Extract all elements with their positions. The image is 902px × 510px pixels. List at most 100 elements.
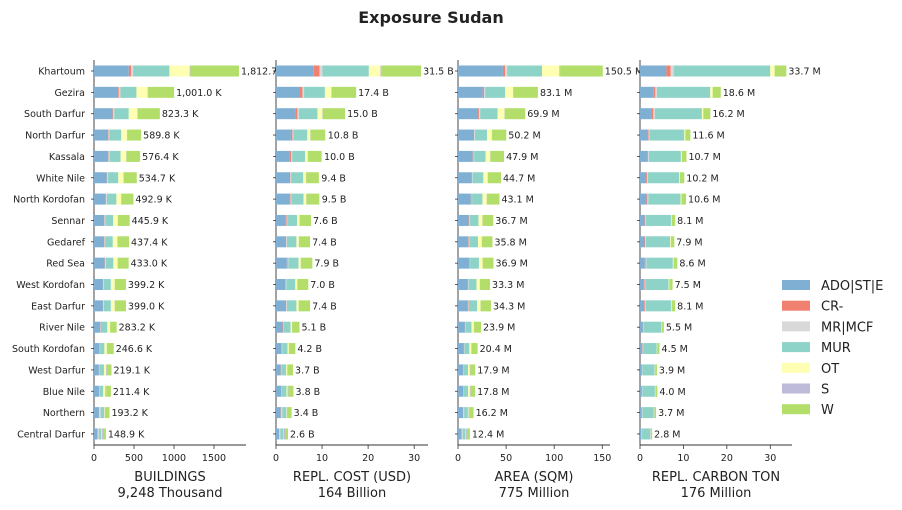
bar-segment-ot bbox=[169, 65, 190, 77]
data-label: 2.6 B bbox=[290, 429, 315, 440]
bar-segment-ot bbox=[483, 172, 488, 184]
data-label: 34.3 M bbox=[493, 301, 525, 312]
bar-segment-ado-st-e bbox=[458, 300, 468, 312]
bar-segment-mr-mcf bbox=[130, 65, 134, 77]
bar-segment-mur bbox=[105, 236, 113, 248]
category-label: River Nile bbox=[39, 323, 85, 334]
bar-segment-w bbox=[118, 214, 130, 226]
bar-segment-mr-mcf bbox=[286, 236, 287, 248]
bar-segment-s bbox=[468, 407, 470, 419]
legend-swatch bbox=[782, 300, 810, 311]
bar-segment-ado-st-e bbox=[458, 257, 470, 269]
bar-segment-mur bbox=[646, 257, 673, 269]
bar-segment-mr-mcf bbox=[641, 407, 643, 419]
bar-segment-ado-st-e bbox=[276, 108, 296, 120]
data-label: 437.4 K bbox=[131, 237, 168, 248]
bar-segment-mur bbox=[105, 214, 114, 226]
bar-segment-cr- bbox=[468, 236, 469, 248]
bar-segment-mur bbox=[507, 65, 542, 77]
data-label: 11.6 M bbox=[692, 131, 724, 142]
bar-segment-cr- bbox=[470, 193, 472, 205]
data-label: 283.2 K bbox=[119, 323, 156, 334]
bar-segment-ot bbox=[110, 279, 115, 290]
bar-segment-ot bbox=[471, 321, 474, 333]
data-label: 399.0 K bbox=[128, 301, 165, 312]
data-label: 433.0 K bbox=[131, 259, 168, 270]
bar-segment-w bbox=[110, 321, 117, 333]
bar-segment-mur bbox=[480, 108, 498, 120]
bar-segment-mur bbox=[642, 428, 651, 440]
bar-segment-mr-mcf bbox=[118, 86, 121, 98]
data-label: 5.1 B bbox=[301, 323, 326, 334]
data-label: 44.7 M bbox=[503, 173, 535, 184]
bar-segment-ado-st-e bbox=[276, 65, 314, 77]
bar-segment-ado-st-e bbox=[94, 108, 113, 120]
data-label: 31.5 B bbox=[423, 67, 454, 78]
x-axis-label: REPL. COST (USD) bbox=[293, 470, 411, 485]
bar-segment-ot bbox=[505, 86, 514, 98]
bar-segment-w bbox=[470, 364, 476, 376]
bar-segment-ot bbox=[128, 108, 138, 120]
data-label: 10.2 M bbox=[686, 173, 718, 184]
bar-segment-ot bbox=[103, 364, 107, 376]
bar-segment-mur bbox=[282, 407, 287, 419]
bar-segment-ado-st-e bbox=[458, 214, 469, 226]
bar-segment-ado-st-e bbox=[94, 321, 101, 333]
bar-segment-ado-st-e bbox=[276, 300, 286, 312]
bar-segment-w bbox=[148, 86, 175, 98]
bar-segment-ado-st-e bbox=[94, 364, 99, 376]
bar-segment-cr- bbox=[469, 257, 470, 269]
bar-segment-mur bbox=[281, 385, 287, 397]
bar-segment-mr-mcf bbox=[281, 407, 283, 419]
bar-segment-mur bbox=[103, 279, 111, 290]
bar-segment-mr-mcf bbox=[286, 300, 287, 312]
legend-swatch bbox=[782, 321, 810, 332]
bar-segment-w bbox=[126, 150, 141, 162]
category-label: Gezira bbox=[54, 88, 85, 99]
bar-segment-mur bbox=[468, 279, 477, 290]
bar-segment-ot bbox=[118, 172, 124, 184]
bar-segment-mr-mcf bbox=[99, 407, 101, 419]
bar-segment-cr- bbox=[651, 108, 654, 120]
bar-segment-ado-st-e bbox=[458, 279, 468, 290]
bar-segment-ado-st-e bbox=[640, 193, 647, 205]
legend-label: MR|MCF bbox=[821, 320, 873, 335]
bar-segment-mur bbox=[465, 321, 472, 333]
bar-segment-w bbox=[288, 385, 294, 397]
panel-subtitle: 176 Million bbox=[681, 486, 752, 501]
bar-segment-ot bbox=[684, 129, 686, 141]
bar-segment-mur bbox=[288, 257, 299, 269]
bar-segment-ot bbox=[290, 321, 292, 333]
bar-segment-w bbox=[670, 236, 675, 248]
bar-segment-ado-st-e bbox=[458, 385, 464, 397]
bar-segment-mr-mcf bbox=[474, 129, 475, 141]
bar-segment-mur bbox=[120, 86, 137, 98]
data-label: 8.1 M bbox=[677, 216, 703, 227]
bar-segment-mur bbox=[108, 172, 119, 184]
bar-segment-w bbox=[306, 193, 320, 205]
data-label: 10.6 M bbox=[688, 195, 720, 206]
bar-segment-ado-st-e bbox=[94, 257, 105, 269]
bar-segment-ot bbox=[121, 129, 127, 141]
bar-segment-ado-st-e bbox=[640, 343, 643, 355]
bar-segment-s bbox=[559, 65, 561, 77]
bar-segment-ot bbox=[672, 257, 674, 269]
bar-segment-ado-st-e bbox=[458, 343, 464, 355]
bar-segment-mur bbox=[645, 236, 671, 248]
data-label: 43.1 M bbox=[501, 195, 533, 206]
bar-segment-mr-mcf bbox=[103, 300, 104, 312]
bar-segment-mur bbox=[292, 150, 306, 162]
bar-segment-mur bbox=[469, 236, 478, 248]
category-label: White Nile bbox=[36, 173, 85, 184]
bar-segment-ado-st-e bbox=[640, 257, 645, 269]
data-label: 17.4 B bbox=[358, 88, 389, 99]
bar-segment-cr- bbox=[472, 150, 474, 162]
bar-segment-cr- bbox=[300, 86, 303, 98]
data-label: 16.2 M bbox=[712, 109, 744, 120]
data-label: 12.4 M bbox=[472, 429, 504, 440]
data-label: 23.9 M bbox=[483, 323, 515, 334]
bar-segment-w bbox=[655, 385, 658, 397]
bar-segment-ado-st-e bbox=[94, 193, 106, 205]
bar-segment-cr- bbox=[313, 65, 320, 77]
